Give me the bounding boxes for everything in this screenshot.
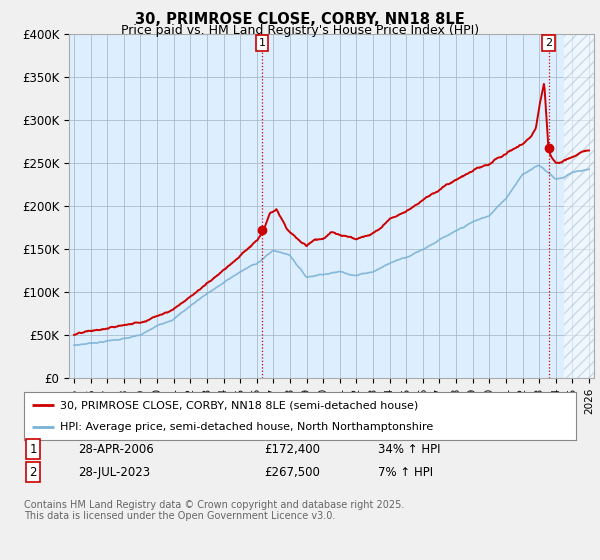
Text: 2: 2 xyxy=(545,38,552,48)
Text: 7% ↑ HPI: 7% ↑ HPI xyxy=(378,465,433,479)
Text: 2: 2 xyxy=(29,465,37,479)
Text: £172,400: £172,400 xyxy=(264,442,320,456)
Text: 1: 1 xyxy=(29,442,37,456)
Text: 28-JUL-2023: 28-JUL-2023 xyxy=(78,465,150,479)
Text: HPI: Average price, semi-detached house, North Northamptonshire: HPI: Average price, semi-detached house,… xyxy=(60,422,433,432)
Text: Contains HM Land Registry data © Crown copyright and database right 2025.
This d: Contains HM Land Registry data © Crown c… xyxy=(24,500,404,521)
Text: £267,500: £267,500 xyxy=(264,465,320,479)
Bar xyxy=(564,34,594,378)
Text: Price paid vs. HM Land Registry's House Price Index (HPI): Price paid vs. HM Land Registry's House … xyxy=(121,24,479,37)
Text: 34% ↑ HPI: 34% ↑ HPI xyxy=(378,442,440,456)
Text: 28-APR-2006: 28-APR-2006 xyxy=(78,442,154,456)
Text: 30, PRIMROSE CLOSE, CORBY, NN18 8LE (semi-detached house): 30, PRIMROSE CLOSE, CORBY, NN18 8LE (sem… xyxy=(60,400,418,410)
Text: 1: 1 xyxy=(259,38,266,48)
Text: 30, PRIMROSE CLOSE, CORBY, NN18 8LE: 30, PRIMROSE CLOSE, CORBY, NN18 8LE xyxy=(135,12,465,27)
